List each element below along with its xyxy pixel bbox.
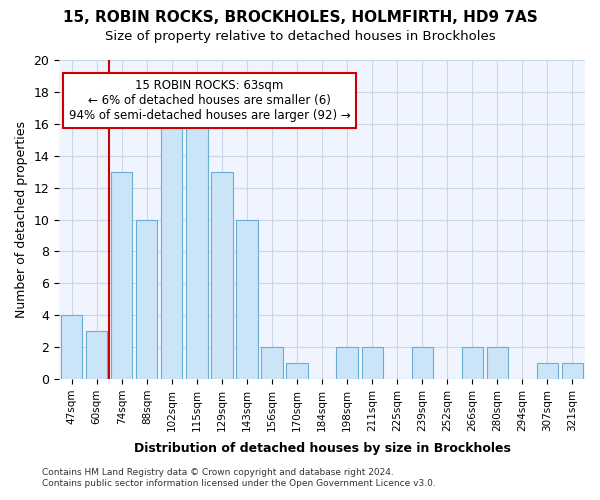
Text: Size of property relative to detached houses in Brockholes: Size of property relative to detached ho…	[104, 30, 496, 43]
Bar	[211, 172, 233, 379]
Bar	[161, 108, 182, 379]
Bar	[262, 347, 283, 379]
Y-axis label: Number of detached properties: Number of detached properties	[15, 121, 28, 318]
Bar	[136, 220, 157, 379]
Bar	[186, 124, 208, 379]
Bar	[61, 315, 82, 379]
Bar	[562, 363, 583, 379]
Text: Contains HM Land Registry data © Crown copyright and database right 2024.
Contai: Contains HM Land Registry data © Crown c…	[42, 468, 436, 487]
Text: 15 ROBIN ROCKS: 63sqm
← 6% of detached houses are smaller (6)
94% of semi-detach: 15 ROBIN ROCKS: 63sqm ← 6% of detached h…	[68, 79, 350, 122]
Bar	[286, 363, 308, 379]
Bar	[111, 172, 133, 379]
Bar	[487, 347, 508, 379]
Bar	[236, 220, 257, 379]
Bar	[362, 347, 383, 379]
Bar	[86, 331, 107, 379]
Bar	[412, 347, 433, 379]
X-axis label: Distribution of detached houses by size in Brockholes: Distribution of detached houses by size …	[134, 442, 511, 455]
Bar	[337, 347, 358, 379]
Text: 15, ROBIN ROCKS, BROCKHOLES, HOLMFIRTH, HD9 7AS: 15, ROBIN ROCKS, BROCKHOLES, HOLMFIRTH, …	[62, 10, 538, 25]
Bar	[537, 363, 558, 379]
Bar	[461, 347, 483, 379]
